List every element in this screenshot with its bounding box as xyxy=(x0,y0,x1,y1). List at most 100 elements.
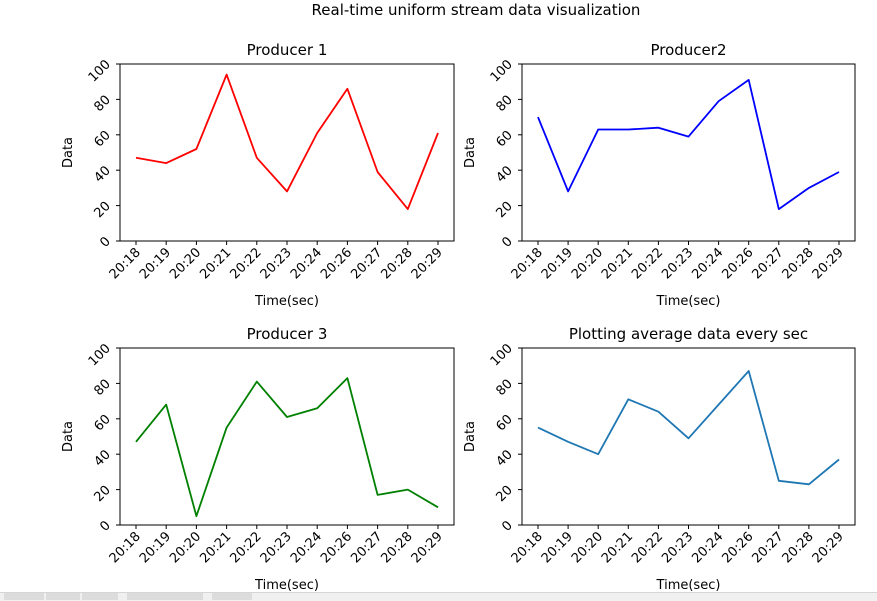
x-tick-label: 20:24 xyxy=(288,529,325,566)
toolbar-button[interactable] xyxy=(127,593,203,600)
y-axis-label: Data xyxy=(463,421,478,452)
y-tick-label: 80 xyxy=(494,93,516,115)
chart-title: Producer 3 xyxy=(247,325,328,343)
x-tick-label: 20:26 xyxy=(318,245,355,282)
x-tick-label: 20:21 xyxy=(599,245,636,282)
x-tick-label: 20:19 xyxy=(539,529,576,566)
x-tick-label: 20:27 xyxy=(348,529,385,566)
x-tick-label: 20:28 xyxy=(379,245,416,282)
y-tick-label: 80 xyxy=(92,377,114,399)
x-tick-label: 20:26 xyxy=(719,529,756,566)
x-tick-label: 20:29 xyxy=(810,529,847,566)
axes-frame xyxy=(522,348,855,525)
y-axis-label: Data xyxy=(61,137,76,168)
x-tick-label: 20:23 xyxy=(659,529,696,566)
x-tick-label: 20:28 xyxy=(780,245,817,282)
y-tick-label: 0 xyxy=(499,234,515,250)
y-tick-label: 40 xyxy=(92,447,114,469)
x-tick-label: 20:18 xyxy=(107,245,144,282)
x-tick-label: 20:22 xyxy=(228,529,265,566)
chart-panel-2: Producer2 0 20 40 60 80 100 Data 20:1820:1920:20… xyxy=(463,41,855,309)
y-tick-label: 100 xyxy=(488,341,516,369)
x-tick-label: 20:22 xyxy=(629,245,666,282)
y-tick-label: 60 xyxy=(92,412,114,434)
x-tick-label: 20:27 xyxy=(750,529,787,566)
y-tick-label: 0 xyxy=(499,518,515,534)
y-tick-label: 0 xyxy=(97,234,113,250)
x-tick-label: 20:29 xyxy=(409,245,446,282)
x-tick-label: 20:23 xyxy=(258,529,295,566)
toolbar-button[interactable] xyxy=(82,593,118,600)
y-tick-label: 60 xyxy=(494,412,516,434)
axes-frame xyxy=(522,64,855,241)
y-tick-label: 40 xyxy=(494,447,516,469)
series-line xyxy=(136,75,438,210)
y-tick-label: 100 xyxy=(86,57,114,85)
x-tick-label: 20:20 xyxy=(167,529,204,566)
y-tick-label: 20 xyxy=(494,199,516,221)
x-tick-label: 20:20 xyxy=(569,529,606,566)
y-axis-label: Data xyxy=(463,137,478,168)
x-tick-label: 20:20 xyxy=(167,245,204,282)
y-tick-label: 100 xyxy=(86,341,114,369)
x-tick-label: 20:27 xyxy=(750,245,787,282)
x-axis-label: Time(sec) xyxy=(656,294,721,309)
x-axis-label: Time(sec) xyxy=(254,294,319,309)
x-tick-label: 20:23 xyxy=(659,245,696,282)
y-tick-label: 80 xyxy=(494,377,516,399)
toolbar-button[interactable] xyxy=(4,593,44,600)
chart-title: Plotting average data every sec xyxy=(569,325,808,343)
series-line xyxy=(538,80,839,209)
y-tick-label: 40 xyxy=(494,163,516,185)
x-axis-label: Time(sec) xyxy=(254,578,319,593)
y-tick-label: 80 xyxy=(92,93,114,115)
x-axis-label: Time(sec) xyxy=(656,578,721,593)
x-tick-label: 20:27 xyxy=(348,245,385,282)
x-tick-label: 20:19 xyxy=(137,529,174,566)
charts-group: Producer 1020406080100Data20:1820:1920:2… xyxy=(61,41,855,593)
x-tick-label: 20:26 xyxy=(719,245,756,282)
toolbar-button[interactable] xyxy=(46,593,80,600)
x-tick-label: 20:18 xyxy=(509,529,546,566)
x-tick-label: 20:23 xyxy=(258,245,295,282)
y-tick-label: 60 xyxy=(92,128,114,150)
x-tick-label: 20:21 xyxy=(599,529,636,566)
chart-title: Producer2 xyxy=(650,41,726,59)
x-tick-label: 20:29 xyxy=(409,529,446,566)
figure-suptitle: Real-time uniform stream data visualizat… xyxy=(312,1,641,19)
x-tick-label: 20:28 xyxy=(379,529,416,566)
chart-panel-1: Producer 1020406080100Data20:1820:1920:2… xyxy=(61,41,454,309)
axes-frame xyxy=(120,64,454,241)
x-tick-label: 20:24 xyxy=(288,245,325,282)
chart-title: Producer 1 xyxy=(247,41,328,59)
y-tick-label: 20 xyxy=(494,483,516,505)
y-tick-label: 20 xyxy=(92,199,114,221)
axes-frame xyxy=(120,348,454,525)
y-tick-label: 20 xyxy=(92,483,114,505)
x-tick-label: 20:22 xyxy=(228,245,265,282)
y-tick-label: 40 xyxy=(92,163,114,185)
x-tick-label: 20:19 xyxy=(539,245,576,282)
x-tick-label: 20:21 xyxy=(197,245,234,282)
x-tick-label: 20:21 xyxy=(197,529,234,566)
x-tick-label: 20:22 xyxy=(629,529,666,566)
x-tick-label: 20:20 xyxy=(569,245,606,282)
chart-panel-3: Producer 3020406080100Data20:1820:1920:2… xyxy=(61,325,454,593)
y-axis-label: Data xyxy=(61,421,76,452)
series-line xyxy=(538,371,839,484)
x-tick-label: 20:29 xyxy=(810,245,847,282)
toolbar-button[interactable] xyxy=(212,593,252,600)
chart-panel-4: Plotting average data every sec 0 20 40 60 80… xyxy=(463,325,855,593)
series-line xyxy=(136,378,438,516)
y-tick-label: 100 xyxy=(488,57,516,85)
x-tick-label: 20:18 xyxy=(107,529,144,566)
y-tick-label: 60 xyxy=(494,128,516,150)
x-tick-label: 20:28 xyxy=(780,529,817,566)
x-tick-label: 20:26 xyxy=(318,529,355,566)
x-tick-label: 20:19 xyxy=(137,245,174,282)
x-tick-label: 20:18 xyxy=(509,245,546,282)
y-tick-label: 0 xyxy=(97,518,113,534)
x-tick-label: 20:24 xyxy=(689,529,726,566)
x-tick-label: 20:24 xyxy=(689,245,726,282)
